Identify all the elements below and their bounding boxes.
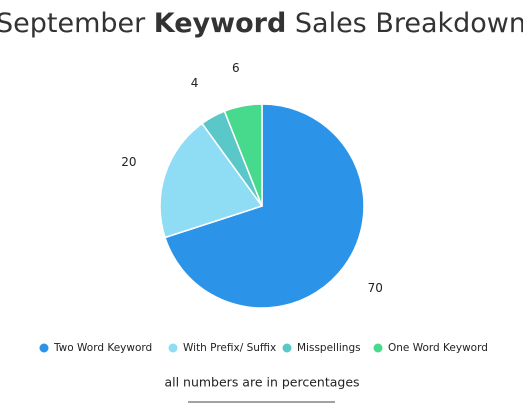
footnote: all numbers are in percentages bbox=[164, 375, 359, 390]
data-label: 4 bbox=[191, 76, 199, 90]
legend-label: Two Word Keyword bbox=[53, 342, 152, 354]
legend-marker bbox=[282, 343, 292, 353]
data-label: 6 bbox=[232, 61, 240, 75]
data-label: 20 bbox=[121, 155, 136, 169]
legend-marker bbox=[39, 343, 49, 353]
legend-marker bbox=[168, 343, 178, 353]
pie-slice bbox=[164, 103, 365, 309]
pie-slice bbox=[159, 122, 264, 239]
legend-label: With Prefix/ Suffix bbox=[183, 342, 276, 354]
legend-label: One Word Keyword bbox=[388, 342, 488, 354]
legend-marker bbox=[373, 343, 383, 353]
pie-slice bbox=[223, 103, 263, 207]
title-part: Keyword bbox=[154, 8, 287, 39]
chart-title: September Keyword Sales Breakdown bbox=[0, 8, 523, 39]
title-part: Sales Breakdown bbox=[286, 8, 523, 39]
data-label: 70 bbox=[368, 281, 383, 295]
title-part: September bbox=[0, 8, 154, 39]
legend-label: Misspellings bbox=[297, 342, 361, 354]
